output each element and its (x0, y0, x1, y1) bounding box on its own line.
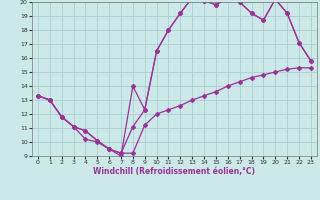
X-axis label: Windchill (Refroidissement éolien,°C): Windchill (Refroidissement éolien,°C) (93, 167, 255, 176)
